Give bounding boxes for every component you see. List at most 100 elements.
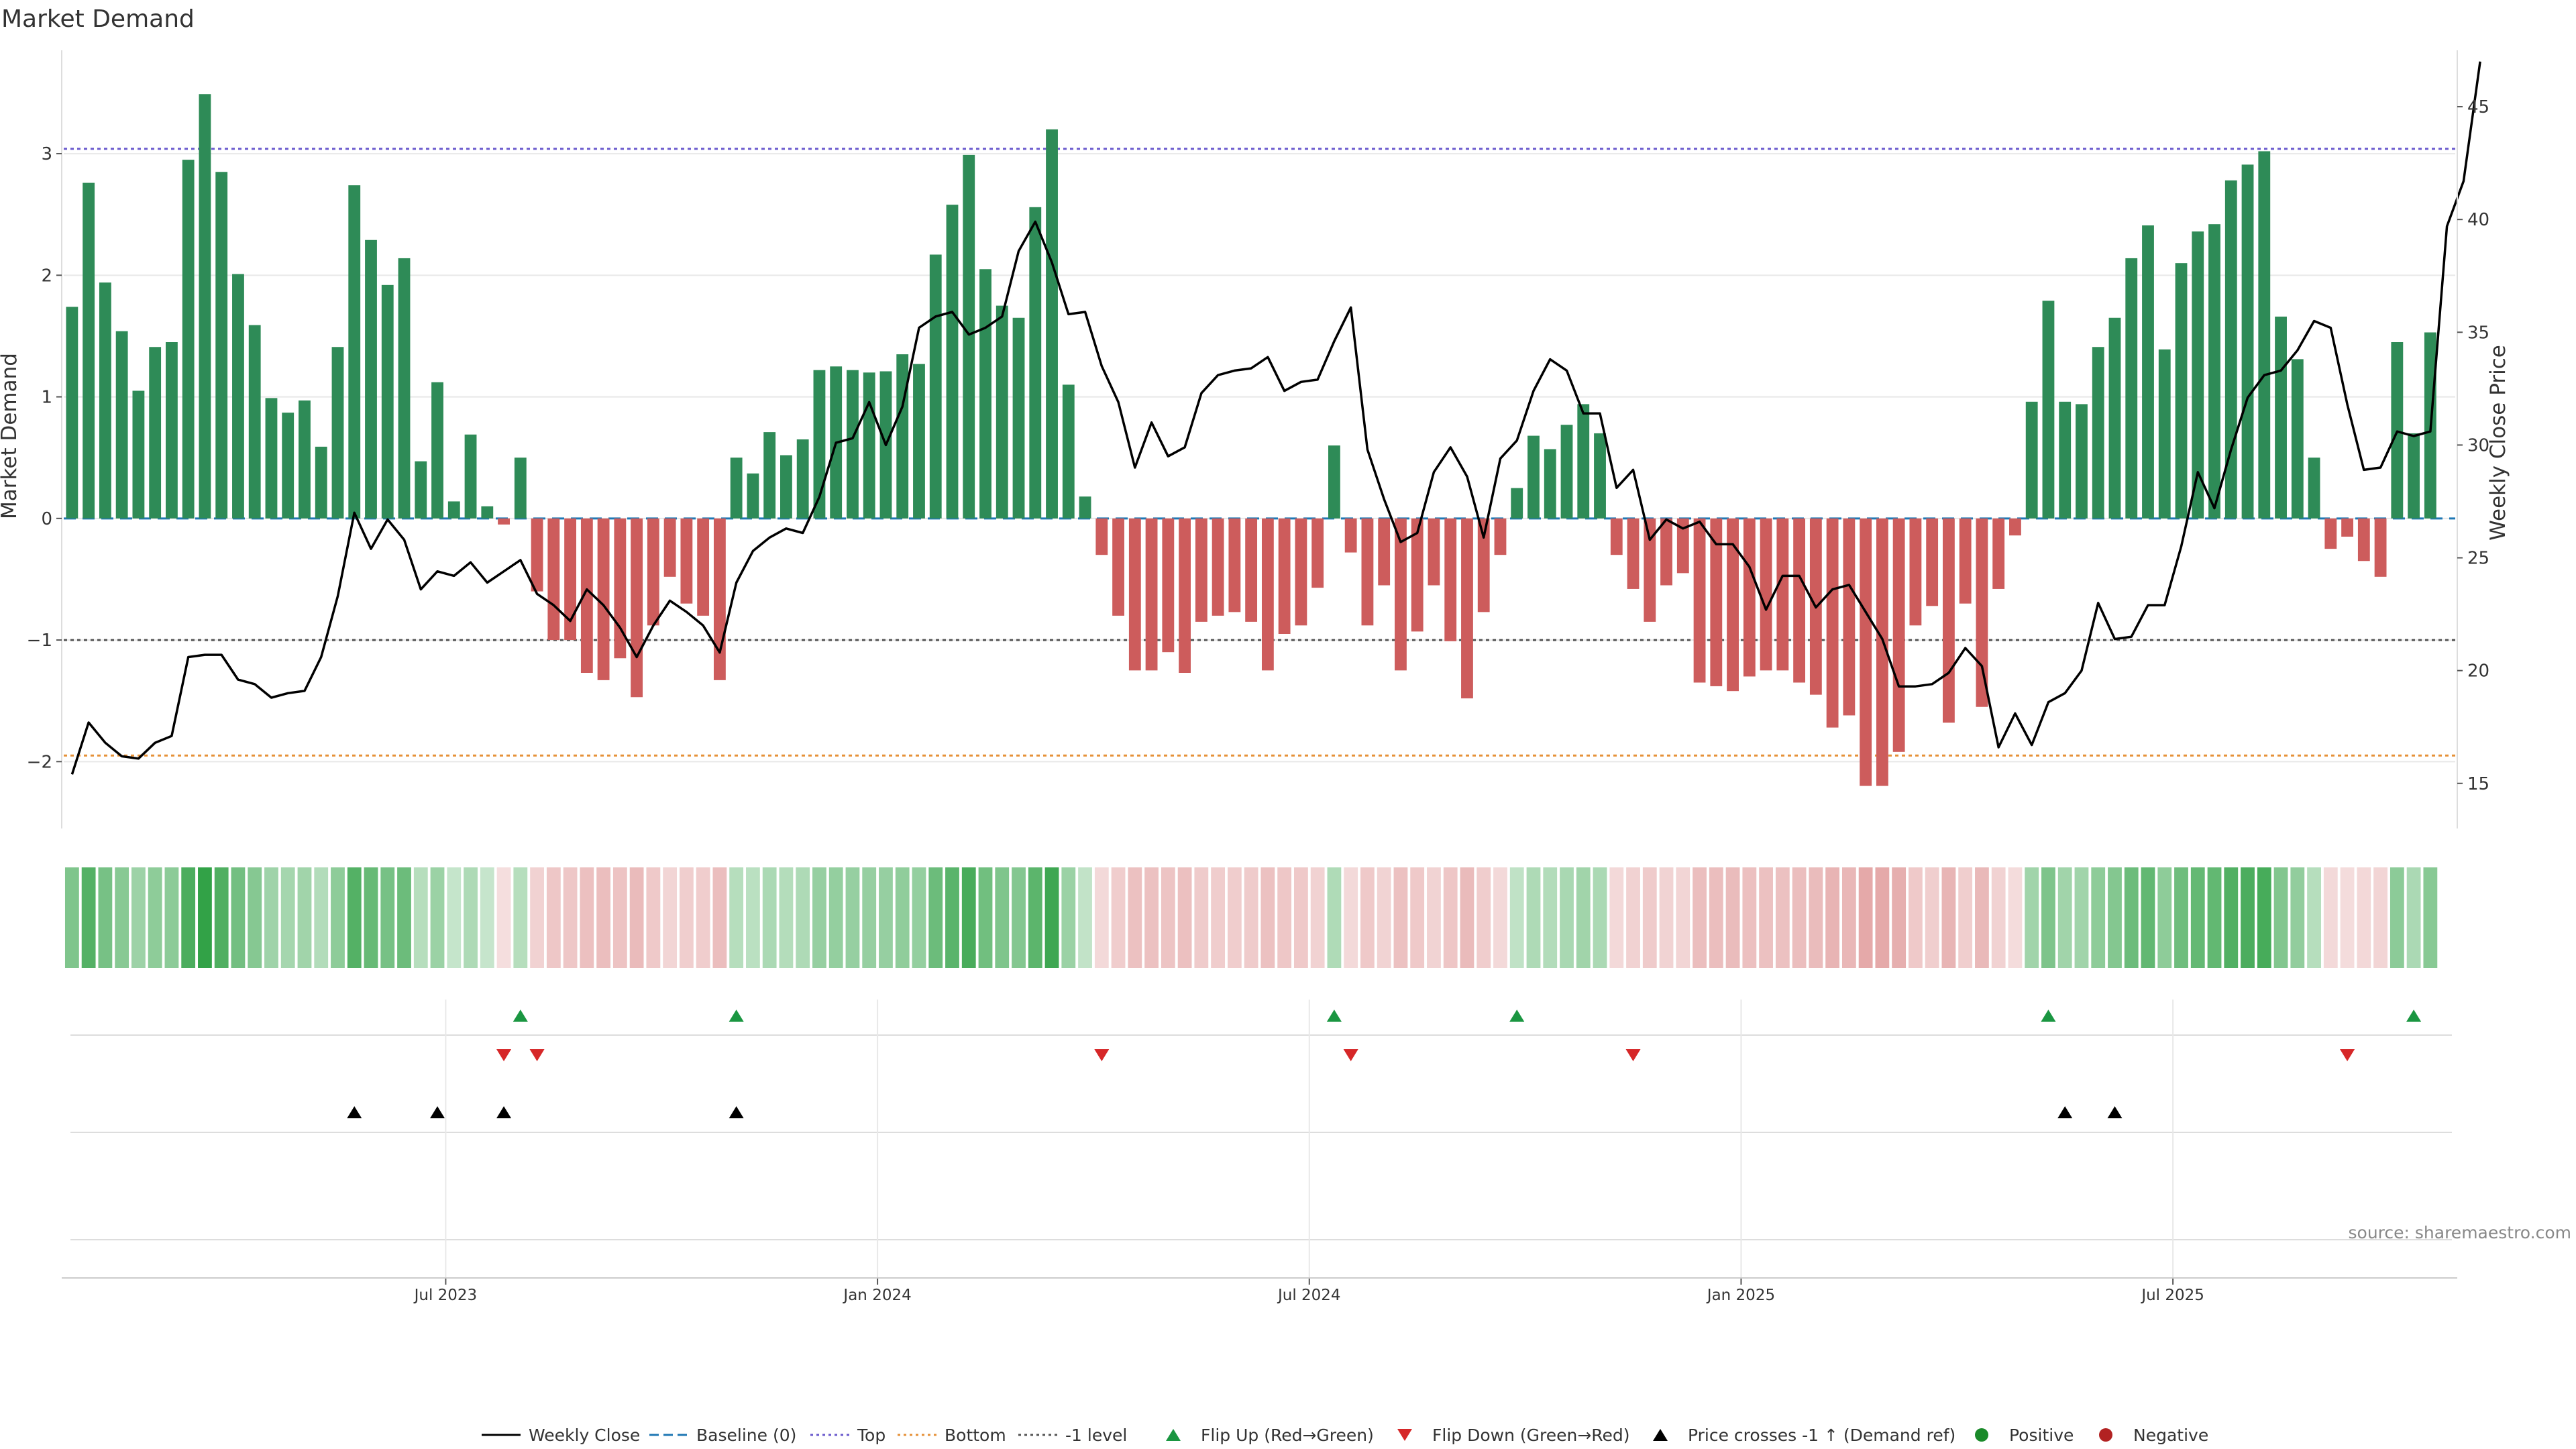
- flip-up-marker: [729, 1010, 744, 1022]
- demand-bar: [381, 284, 394, 519]
- demand-bar: [2042, 301, 2055, 519]
- heat-cell: [796, 867, 810, 968]
- heat-cell: [895, 867, 910, 968]
- heat-cell: [1576, 867, 1591, 968]
- demand-bar: [1012, 317, 1025, 519]
- heat-cell: [2273, 867, 2288, 968]
- demand-bar: [1527, 435, 1540, 519]
- heat-cell: [779, 867, 794, 968]
- demand-bar: [1344, 518, 1357, 553]
- demand-bar: [1444, 518, 1457, 641]
- heat-cell: [580, 867, 594, 968]
- demand-bar: [1644, 518, 1656, 622]
- demand-bar: [99, 282, 111, 519]
- legend-item-6: Flip Down (Green→Red): [1397, 1426, 1630, 1445]
- heat-cell: [1194, 867, 1209, 968]
- heat-strip: [64, 867, 2438, 968]
- demand-bar: [2308, 458, 2320, 519]
- demand-bar: [1727, 518, 1739, 692]
- heat-cell: [762, 867, 777, 968]
- heat-cell: [1742, 867, 1757, 968]
- demand-bar: [166, 342, 178, 519]
- legend-item-7: Price crosses -1 ↑ (Demand ref): [1653, 1426, 1955, 1445]
- heat-cell: [862, 867, 877, 968]
- demand-bar: [1943, 518, 1955, 723]
- heat-cell: [2307, 867, 2321, 968]
- heat-cell: [314, 867, 329, 968]
- demand-bar: [813, 370, 826, 519]
- demand-bar: [647, 518, 659, 626]
- demand-bar: [1046, 129, 1058, 519]
- demand-bar: [514, 458, 527, 519]
- date-label-1: Jan 2024: [842, 1287, 911, 1304]
- price-line-layer: [70, 61, 2481, 775]
- heat-cell: [828, 867, 843, 968]
- heat-cell: [1792, 867, 1807, 968]
- legend-label-2: Top: [857, 1426, 885, 1445]
- heat-cell: [248, 867, 262, 968]
- legend-label-8: Positive: [2009, 1426, 2074, 1445]
- heat-cell: [1078, 867, 1092, 968]
- date-label-0: Jul 2023: [413, 1287, 478, 1304]
- heat-cell: [2108, 867, 2122, 968]
- heat-cell: [1841, 867, 1856, 968]
- heat-cell: [1991, 867, 2006, 968]
- demand-bar: [1029, 207, 1042, 519]
- chart-title: Market Demand: [1, 5, 195, 33]
- demand-bar: [913, 364, 925, 519]
- heat-cell: [1227, 867, 1242, 968]
- demand-bar: [1477, 518, 1490, 612]
- demand-bar: [780, 455, 792, 519]
- heat-cell: [364, 867, 378, 968]
- heat-cell: [2406, 867, 2421, 968]
- demand-bar: [215, 172, 228, 519]
- demand-bar: [1461, 518, 1473, 699]
- heat-cell: [480, 867, 494, 968]
- flip-down-marker: [1625, 1049, 1641, 1061]
- heat-cell: [1327, 867, 1342, 968]
- demand-bar: [132, 390, 145, 519]
- heat-cell: [812, 867, 826, 968]
- demand-bar: [564, 518, 576, 641]
- demand-bar: [199, 94, 211, 519]
- heat-cell: [380, 867, 395, 968]
- heat-cell: [1044, 867, 1059, 968]
- flip-down-marker: [496, 1049, 512, 1061]
- demand-bar: [1411, 518, 1424, 632]
- heat-cell: [181, 867, 196, 968]
- demand-bar: [1760, 518, 1772, 671]
- demand-bar: [697, 518, 710, 616]
- legend-swatch-6: [1397, 1429, 1412, 1441]
- demand-bar: [1793, 518, 1806, 683]
- heat-cell: [912, 867, 926, 968]
- heat-cell: [331, 867, 345, 968]
- demand-bar: [863, 372, 875, 519]
- demand-bar: [2009, 518, 2021, 536]
- heat-cell: [1028, 867, 1042, 968]
- demand-bar: [796, 439, 809, 519]
- legend-swatch-5: [1166, 1429, 1181, 1441]
- heat-cell: [1941, 867, 1956, 968]
- demand-bar: [1926, 518, 1939, 606]
- heat-cell: [2257, 867, 2271, 968]
- demand-bar: [1295, 518, 1307, 626]
- heat-cell: [2373, 867, 2387, 968]
- heat-cell: [746, 867, 760, 968]
- legend-item-4: -1 level: [1018, 1426, 1127, 1445]
- demand-bar: [182, 160, 195, 519]
- heat-cell: [2041, 867, 2055, 968]
- demand-bar: [580, 518, 593, 673]
- demand-bar: [1892, 518, 1905, 752]
- demand-bar: [1261, 518, 1274, 671]
- demand-bar: [2025, 401, 2038, 519]
- heat-cell: [1410, 867, 1425, 968]
- heat-cell: [1377, 867, 1391, 968]
- demand-bar: [1511, 488, 1523, 519]
- heat-cell: [264, 867, 278, 968]
- demand-bar: [1378, 518, 1391, 586]
- heat-cell: [2190, 867, 2205, 968]
- heat-cell: [214, 867, 229, 968]
- demand-bar: [115, 331, 128, 519]
- heat-cell: [347, 867, 362, 968]
- y-tick-label-right-5: 20: [2467, 661, 2489, 682]
